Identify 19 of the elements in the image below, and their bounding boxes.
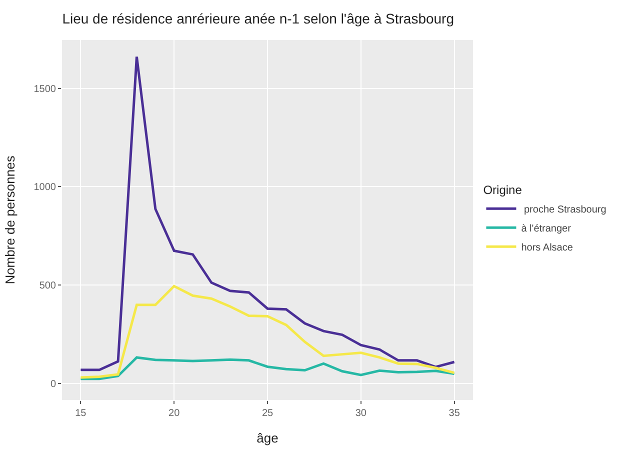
line-series — [79, 55, 456, 372]
x-axis-title: âge — [256, 430, 278, 446]
y-tick-label: 1500 — [34, 84, 56, 95]
y-tick-label: 500 — [39, 280, 56, 292]
x-tick-label: 35 — [448, 408, 460, 419]
x-tick-label: 20 — [168, 408, 180, 419]
legend-label: proche Strasbourg — [521, 204, 606, 216]
legend-label: à l'étranger — [521, 224, 572, 234]
line-series — [79, 356, 456, 380]
y-axis-title: Nombre de personnes — [2, 155, 18, 284]
y-tick-label: 1000 — [34, 182, 56, 194]
legend-label: hors Alsace — [521, 242, 574, 254]
x-tick-label: 15 — [75, 408, 87, 419]
line-series — [79, 284, 456, 379]
x-tick-label: 25 — [262, 408, 274, 419]
y-tick-label: 0 — [50, 379, 56, 390]
chart-title: Lieu de résidence anrérieure anée n-1 selon l'âge à Strasbourg — [62, 10, 454, 26]
x-tick-label: 30 — [355, 408, 367, 419]
legend-title: Origine — [483, 183, 522, 198]
